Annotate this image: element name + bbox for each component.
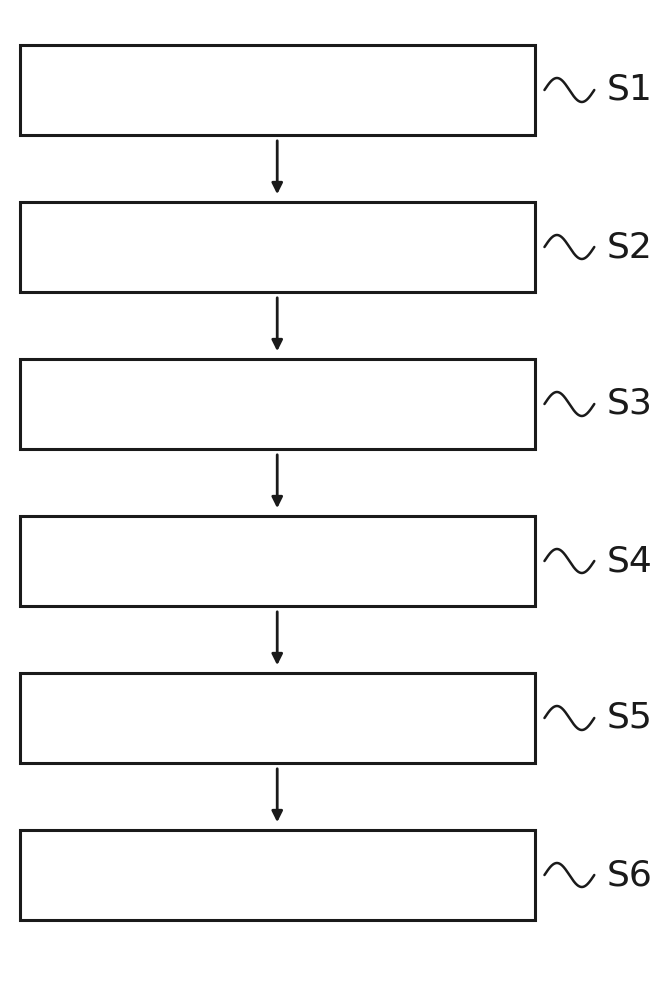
Bar [20,202,535,292]
Bar [20,45,535,135]
Bar [20,516,535,606]
Text: S2: S2 [606,230,652,264]
Text: S5: S5 [606,701,652,735]
Text: S3: S3 [606,387,652,421]
Bar [20,830,535,920]
Bar [20,359,535,449]
Text: S4: S4 [606,544,652,578]
Text: S1: S1 [606,73,652,107]
Bar [20,673,535,763]
Text: S6: S6 [606,858,652,892]
